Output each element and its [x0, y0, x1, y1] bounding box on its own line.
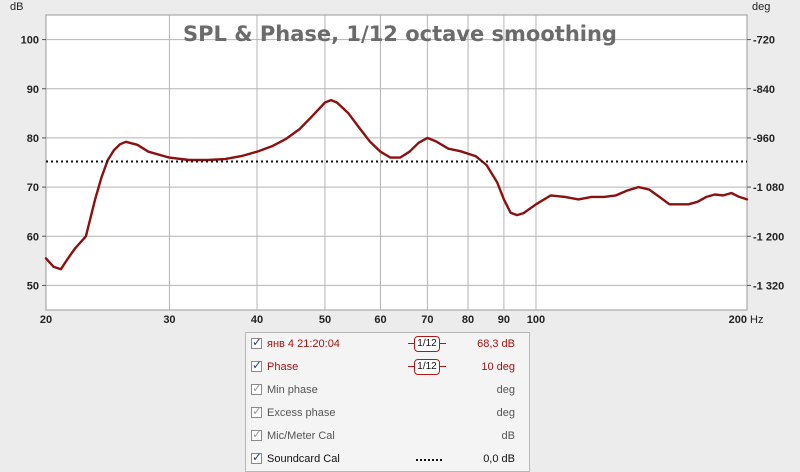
smoothing-selector-phase[interactable]: 1/12: [408, 359, 446, 375]
legend-label-min-phase: Min phase: [267, 384, 318, 396]
x-unit-label: Hz: [750, 314, 763, 326]
soundcard-cal-checkbox[interactable]: [251, 450, 262, 464]
spl-series-line: [44, 98, 749, 271]
y-left-tick-label: 90: [27, 84, 39, 96]
x-tick-label: 70: [421, 314, 433, 326]
y-right-tick-label: -1 200: [753, 231, 784, 243]
x-tick-label: 40: [251, 314, 263, 326]
x-tick-label: 20: [40, 314, 52, 326]
legend-panel: янв 4 21:20:04 1/12 68,3 dB Phase 1/12 1…: [245, 332, 530, 472]
legend-row-phase[interactable]: Phase 1/12 10 deg: [246, 358, 529, 378]
excess-phase-checkbox[interactable]: [251, 404, 262, 418]
y-left-tick-label: 100: [21, 35, 39, 47]
grid-lines: [46, 15, 747, 310]
legend-label-measurement: янв 4 21:20:04: [267, 338, 340, 350]
series-layer: [44, 98, 749, 271]
y-left-tick-label: 80: [27, 133, 39, 145]
legend-value-soundcard-cal: 0,0 dB: [483, 453, 515, 465]
smoothing-selector-measurement[interactable]: 1/12: [408, 336, 446, 352]
legend-value-excess-phase: deg: [496, 407, 515, 419]
legend-value-min-phase: deg: [496, 384, 515, 396]
mic-cal-checkbox[interactable]: [251, 427, 262, 441]
spl-phase-chart: 20 30 40 50 60 70 80 90 100 200 100 90 80 70 60 50 -720 -…: [10, 1, 785, 326]
y-right-tick-label: -960: [753, 133, 775, 145]
legend-label-soundcard-cal: Soundcard Cal: [267, 453, 340, 465]
x-tick-label: 90: [498, 314, 510, 326]
y-left-tick-label: 60: [27, 231, 39, 243]
chart-title: SPL & Phase, 1/12 octave smoothing: [183, 22, 617, 46]
x-tick-label: 30: [163, 314, 175, 326]
x-tick-label: 100: [527, 314, 545, 326]
y-right-tick-label: -1 080: [753, 182, 784, 194]
legend-row-min-phase[interactable]: Min phase deg: [246, 381, 529, 401]
x-tick-label: 80: [462, 314, 474, 326]
y-right-tick-label: -720: [753, 35, 775, 47]
legend-label-excess-phase: Excess phase: [267, 407, 336, 419]
x-tick-label: 50: [319, 314, 331, 326]
axis-ticks: 20 30 40 50 60 70 80 90 100 200 100 90 80 70 60 50 -720 -…: [21, 35, 785, 326]
legend-label-mic-cal: Mic/Meter Cal: [267, 430, 335, 442]
y-left-tick-label: 70: [27, 182, 39, 194]
y-left-axis-label: dB: [10, 1, 23, 13]
x-tick-label: 60: [374, 314, 386, 326]
legend-row-measurement[interactable]: янв 4 21:20:04 1/12 68,3 dB: [246, 335, 529, 355]
phase-checkbox[interactable]: [251, 358, 262, 372]
measurement-checkbox[interactable]: [251, 335, 262, 349]
legend-value-measurement: 68,3 dB: [477, 338, 515, 350]
legend-row-mic-cal[interactable]: Mic/Meter Cal dB: [246, 427, 529, 447]
legend-value-phase: 10 deg: [481, 361, 515, 373]
legend-value-mic-cal: dB: [501, 430, 515, 442]
x-tick-label: 200: [729, 314, 747, 326]
y-right-tick-label: -1 320: [753, 280, 784, 292]
legend-label-phase: Phase: [267, 361, 299, 373]
y-right-tick-label: -840: [753, 84, 775, 96]
soundcard-cal-line-swatch: [416, 459, 442, 461]
legend-row-excess-phase[interactable]: Excess phase deg: [246, 404, 529, 424]
min-phase-checkbox[interactable]: [251, 381, 262, 395]
y-right-axis-label: deg: [752, 1, 770, 13]
legend-row-soundcard-cal[interactable]: Soundcard Cal 0,0 dB: [246, 450, 529, 470]
y-left-tick-label: 50: [27, 280, 39, 292]
